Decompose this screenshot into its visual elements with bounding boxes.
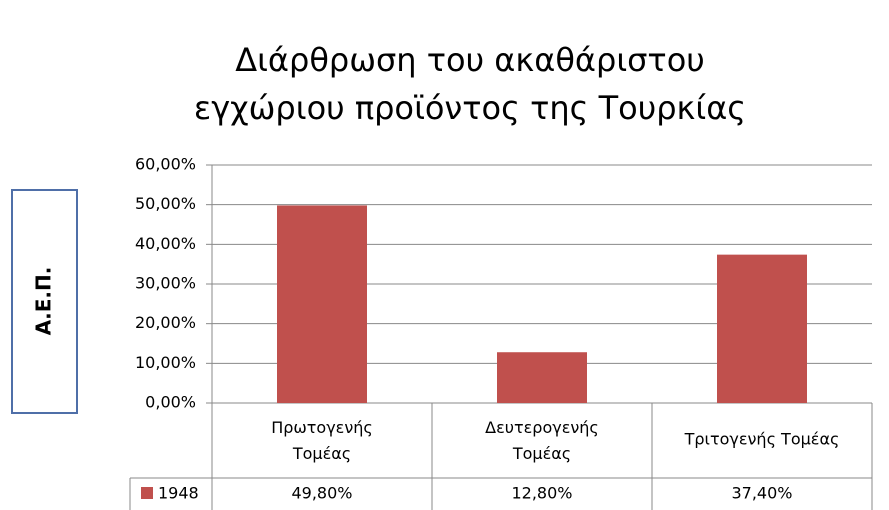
chart-title: εγχώριου προϊόντος της Τουρκίας <box>194 89 746 127</box>
y-label-box <box>11 189 78 414</box>
y-tick-label: 20,00% <box>135 313 196 332</box>
y-tick-label: 0,00% <box>145 393 196 412</box>
x-tick-label: Τριτογενής Τομέας <box>684 430 840 449</box>
y-tick-label: 40,00% <box>135 234 196 253</box>
legend-swatch <box>141 487 153 499</box>
y-tick-label: 10,00% <box>135 353 196 372</box>
y-tick-label: 50,00% <box>135 194 196 213</box>
chart-title: Διάρθρωση του ακαθάριστου <box>235 41 705 79</box>
value-label: 49,80% <box>291 484 352 503</box>
x-tick-label: Πρωτογενής Τομέας <box>271 418 373 463</box>
y-tick-label: 30,00% <box>135 274 196 293</box>
legend-label: 1948 <box>158 484 199 503</box>
bar <box>497 352 587 403</box>
y-axis-label: Α.Ε.Π. <box>32 267 56 336</box>
value-label: 12,80% <box>511 484 572 503</box>
bar <box>717 254 807 403</box>
y-tick-label: 60,00% <box>135 155 196 174</box>
x-tick-label: Δευτερογενής Τομέας <box>485 418 599 463</box>
bar <box>277 205 367 403</box>
value-label: 37,40% <box>731 484 792 503</box>
